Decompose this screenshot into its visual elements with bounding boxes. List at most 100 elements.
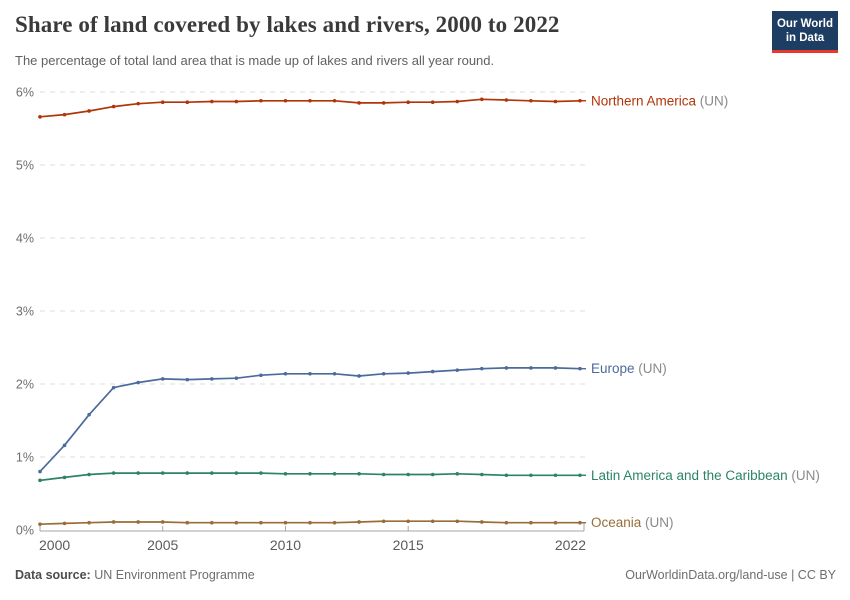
- data-point-oceania-2005: [160, 520, 165, 524]
- data-point-oceania-2001: [62, 521, 67, 526]
- data-point-europe-2014: [381, 371, 386, 376]
- series-label-europe[interactable]: Europe (UN): [591, 361, 667, 376]
- data-point-europe-2015: [406, 371, 410, 375]
- data-point-oceania-2007: [210, 520, 214, 525]
- data-point-latin-america-and-the-caribbean-2002: [87, 472, 91, 477]
- y-tick-label-5: 5%: [16, 159, 34, 173]
- x-tick-label-2005: 2005: [147, 537, 178, 553]
- data-point-northern-america-2012: [332, 98, 337, 103]
- data-point-northern-america-2004: [136, 101, 140, 106]
- data-point-latin-america-and-the-caribbean-2004: [136, 471, 140, 475]
- x-tick-label-2022: 2022: [555, 537, 586, 553]
- data-point-europe-2010: [283, 371, 288, 376]
- data-point-oceania-2014: [381, 519, 386, 524]
- data-point-europe-2020: [529, 366, 533, 370]
- data-point-latin-america-and-the-caribbean-2003: [111, 471, 116, 475]
- data-point-latin-america-and-the-caribbean-2015: [406, 472, 410, 477]
- data-point-europe-2011: [308, 371, 312, 376]
- data-point-oceania-2002: [87, 520, 91, 525]
- data-point-oceania-2010: [283, 520, 288, 525]
- data-point-europe-2012: [332, 371, 337, 376]
- data-point-latin-america-and-the-caribbean-2011: [308, 471, 312, 476]
- data-point-europe-2018: [480, 366, 484, 371]
- owid-logo[interactable]: Our World in Data: [772, 11, 838, 53]
- data-point-oceania-2011: [308, 520, 312, 525]
- data-point-latin-america-and-the-caribbean-2013: [357, 471, 361, 476]
- data-point-europe-2017: [455, 368, 460, 372]
- data-point-latin-america-and-the-caribbean-2019: [504, 473, 509, 478]
- data-point-northern-america-2015: [406, 100, 410, 105]
- data-point-europe-2022: [578, 366, 582, 371]
- data-point-oceania-2017: [455, 519, 460, 524]
- data-point-northern-america-2022: [578, 98, 582, 103]
- x-tick-label-2010: 2010: [270, 537, 301, 553]
- data-point-latin-america-and-the-caribbean-2014: [381, 472, 386, 477]
- series-label-oceania[interactable]: Oceania (UN): [591, 515, 674, 530]
- x-tick-label-2015: 2015: [393, 537, 424, 553]
- data-point-oceania-2016: [430, 519, 435, 524]
- data-point-northern-america-2020: [529, 98, 533, 103]
- data-point-northern-america-2019: [504, 98, 509, 102]
- data-point-europe-2013: [357, 374, 361, 378]
- data-point-oceania-2009: [259, 520, 263, 525]
- chart-footer: Data source: UN Environment Programme Ou…: [15, 568, 836, 582]
- data-point-oceania-2004: [136, 520, 140, 524]
- owid-logo-line2: in Data: [785, 32, 825, 45]
- data-point-oceania-2019: [504, 520, 509, 525]
- data-point-latin-america-and-the-caribbean-2000: [38, 478, 42, 483]
- data-point-oceania-2008: [234, 520, 239, 525]
- data-point-oceania-2012: [332, 520, 337, 525]
- data-point-northern-america-2014: [381, 101, 386, 105]
- data-point-latin-america-and-the-caribbean-2008: [234, 471, 239, 475]
- data-point-northern-america-2002: [87, 109, 91, 113]
- data-point-europe-2001: [62, 443, 67, 448]
- credit-link[interactable]: OurWorldinData.org/land-use | CC BY: [625, 568, 836, 582]
- series-label-latin-america-and-the-caribbean[interactable]: Latin America and the Caribbean (UN): [591, 468, 820, 483]
- data-point-latin-america-and-the-caribbean-2005: [160, 471, 165, 475]
- data-point-europe-2007: [210, 377, 214, 381]
- series-label-northern-america[interactable]: Northern America (UN): [591, 93, 728, 108]
- data-point-oceania-2003: [111, 520, 116, 524]
- data-point-oceania-2020: [529, 520, 533, 525]
- data-point-europe-2008: [234, 376, 239, 380]
- data-point-latin-america-and-the-caribbean-2010: [283, 471, 288, 476]
- series-line-europe[interactable]: [39, 367, 581, 473]
- data-point-northern-america-2011: [308, 98, 312, 103]
- data-point-northern-america-2003: [111, 104, 116, 109]
- data-point-latin-america-and-the-caribbean-2012: [332, 471, 337, 476]
- data-point-northern-america-2001: [62, 112, 67, 117]
- data-point-oceania-2022: [578, 520, 582, 525]
- data-point-oceania-2013: [357, 520, 361, 524]
- data-point-northern-america-2005: [160, 100, 165, 105]
- data-source-label: Data source:: [15, 568, 91, 582]
- data-point-latin-america-and-the-caribbean-2016: [430, 472, 435, 477]
- data-point-northern-america-2017: [455, 99, 460, 104]
- data-point-oceania-2021: [553, 520, 558, 525]
- data-point-oceania-2006: [185, 520, 190, 525]
- data-point-northern-america-2016: [430, 100, 435, 105]
- data-point-northern-america-2006: [185, 100, 190, 105]
- owid-logo-line1: Our World: [776, 18, 833, 30]
- data-point-latin-america-and-the-caribbean-2021: [553, 473, 558, 478]
- data-point-europe-2016: [430, 369, 435, 374]
- y-tick-label-4: 4%: [16, 232, 34, 246]
- data-point-oceania-2000: [38, 522, 42, 526]
- y-tick-label-0: 0%: [16, 524, 34, 538]
- data-point-europe-2002: [87, 412, 91, 417]
- data-point-latin-america-and-the-caribbean-2009: [259, 471, 263, 475]
- data-point-northern-america-2010: [283, 98, 288, 103]
- x-tick-label-2000: 2000: [39, 537, 70, 553]
- data-point-northern-america-2018: [480, 97, 484, 102]
- data-point-latin-america-and-the-caribbean-2018: [480, 472, 484, 477]
- data-point-europe-2004: [136, 380, 140, 385]
- data-point-latin-america-and-the-caribbean-2020: [529, 473, 533, 478]
- data-point-oceania-2015: [406, 519, 410, 524]
- data-point-latin-america-and-the-caribbean-2001: [62, 475, 67, 480]
- data-point-northern-america-2007: [210, 99, 214, 104]
- data-point-northern-america-2000: [38, 115, 42, 119]
- data-point-latin-america-and-the-caribbean-2006: [185, 471, 190, 475]
- data-source: Data source: UN Environment Programme: [15, 568, 255, 582]
- data-point-northern-america-2021: [553, 99, 558, 104]
